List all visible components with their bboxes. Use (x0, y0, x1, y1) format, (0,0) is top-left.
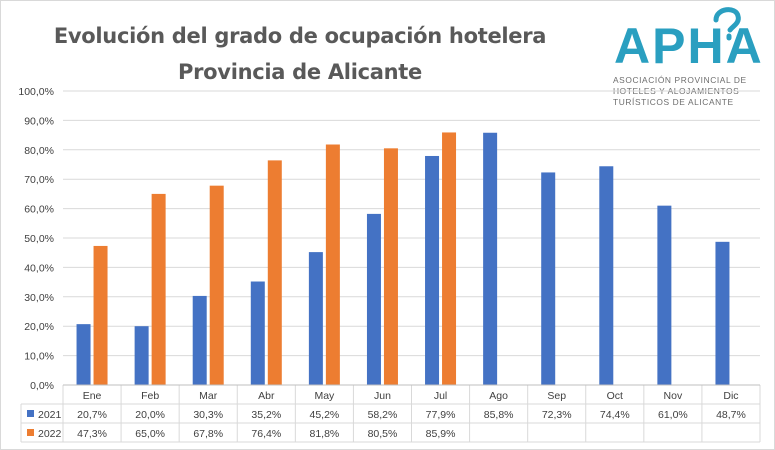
data-table-cell: 76,4% (251, 428, 281, 440)
apha-logo-text: APHA (614, 18, 762, 74)
data-table-cell: 58,2% (368, 409, 398, 421)
legend-label-2022: 2022 (38, 428, 62, 440)
data-table-cell: 77,9% (426, 409, 456, 421)
y-tick-label: 0,0% (30, 380, 54, 392)
bar-2021-Feb (134, 326, 149, 385)
bar-2022-Jul (442, 132, 457, 385)
x-tick-label: Nov (664, 390, 683, 402)
bar-2021-Ago (483, 132, 498, 385)
bar-2022-Ene (93, 245, 108, 385)
bar-2022-Feb (151, 193, 166, 385)
data-table-cell: 20,7% (77, 409, 107, 421)
bar-2021-Mar (192, 295, 207, 385)
bar-2022-Abr (267, 160, 282, 385)
chart-title-line-1: Evolución del grado de ocupación hoteler… (53, 24, 547, 48)
y-tick-label: 60,0% (24, 204, 54, 216)
y-tick-label: 100,0% (18, 86, 54, 98)
bar-2022-Jun (383, 148, 398, 385)
x-tick-label: Jun (374, 390, 391, 402)
x-tick-label: Dic (723, 390, 738, 402)
x-tick-label: Mar (199, 390, 218, 402)
x-tick-label: Sep (547, 390, 566, 402)
apha-logo: APHA (614, 7, 762, 74)
y-tick-label: 40,0% (24, 262, 54, 274)
bar-2021-Dic (715, 241, 730, 385)
data-table-cell: 30,3% (193, 409, 223, 421)
data-table-cell: 35,2% (251, 409, 281, 421)
logo-subtitle-line-1: ASOCIACIÓN PROVINCIAL DE (613, 75, 747, 85)
legend-label-2021: 2021 (38, 409, 62, 421)
x-tick-label: Ago (489, 390, 508, 402)
x-tick-label: May (314, 390, 335, 402)
chart-title-line-2: Provincia de Alicante (178, 60, 422, 84)
data-table-cell: 74,4% (600, 409, 630, 421)
logo-subtitle-line-3: TURÍSTICOS DE ALICANTE (613, 97, 734, 107)
data-table-cell: 85,9% (426, 428, 456, 440)
y-tick-label: 30,0% (24, 292, 54, 304)
x-tick-label: Jul (434, 390, 447, 402)
data-table-cell: 81,8% (309, 428, 339, 440)
x-tick-label: Oct (607, 390, 623, 402)
bar-2022-May (325, 144, 340, 385)
legend-key-2022 (27, 429, 34, 436)
x-tick-label: Abr (258, 390, 275, 402)
data-table-cell: 80,5% (368, 428, 398, 440)
data-table-cell: 65,0% (135, 428, 165, 440)
bar-2021-Nov (657, 205, 672, 385)
data-table-cell: 48,7% (716, 409, 746, 421)
legend-key-2021 (27, 410, 34, 417)
data-table-cell: 47,3% (77, 428, 107, 440)
y-tick-label: 80,0% (24, 145, 54, 157)
data-table-cell: 72,3% (542, 409, 572, 421)
bar-2021-Oct (599, 166, 614, 385)
bar-2021-Ene (76, 324, 91, 385)
y-tick-label: 90,0% (24, 115, 54, 127)
y-tick-label: 50,0% (24, 233, 54, 245)
bar-2022-Mar (209, 185, 224, 385)
bar-2021-Sep (541, 172, 556, 385)
bar-2021-Jul (425, 155, 440, 385)
x-tick-label: Ene (83, 390, 102, 402)
data-table-cell: 67,8% (193, 428, 223, 440)
y-tick-label: 10,0% (24, 351, 54, 363)
bar-2021-May (308, 252, 323, 385)
x-tick-label: Feb (141, 390, 159, 402)
data-table-cell: 45,2% (309, 409, 339, 421)
data-table-cell: 85,8% (484, 409, 514, 421)
y-tick-label: 20,0% (24, 321, 54, 333)
data-table-cell: 61,0% (658, 409, 688, 421)
y-tick-label: 70,0% (24, 174, 54, 186)
bar-2021-Jun (366, 213, 381, 385)
data-table-cell: 20,0% (135, 409, 165, 421)
bar-2021-Abr (250, 281, 265, 385)
apha-logo-key-loop (713, 7, 741, 33)
